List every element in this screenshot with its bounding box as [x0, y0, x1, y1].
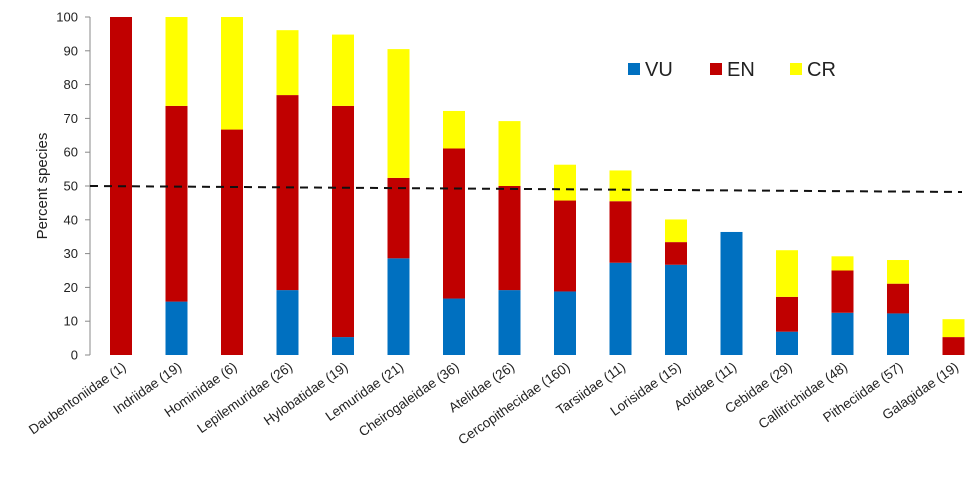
x-tick-label-cheirogaleidae-36: Cheirogaleidae (36)	[356, 359, 462, 439]
bar-segment-cr-callitrichidae-48	[831, 256, 854, 271]
y-tick-label: 10	[64, 314, 78, 329]
bar-segment-vu-atelidae-26	[498, 290, 521, 355]
bar-segment-en-hylobatidae-19	[332, 105, 354, 338]
bar-segment-en-hominidae-6	[221, 129, 243, 355]
bar-segment-vu-cheirogaleidae-36	[443, 298, 465, 355]
bar-segment-en-lepilemuridae-26	[276, 95, 299, 291]
bar-segment-vu-pitheciidae-57	[887, 313, 909, 355]
legend-swatch-en	[710, 63, 722, 75]
bar-segment-cr-hominidae-6	[221, 17, 243, 130]
y-tick-label: 30	[64, 246, 78, 261]
bar-segment-cr-galagidae-19	[942, 319, 965, 338]
bar-segment-cr-tarsiidae-11	[609, 170, 632, 202]
bar-segment-cr-cebidae-29	[776, 250, 798, 297]
bar-segment-cr-cheirogaleidae-36	[443, 110, 465, 149]
bar-segment-en-callitrichidae-48	[831, 270, 854, 313]
bar-segment-en-cebidae-29	[776, 296, 798, 332]
bar-segment-vu-cercopithecidae-160	[554, 291, 576, 355]
y-tick-label: 20	[64, 280, 78, 295]
x-tick-label-lepilemuridae-26: Lepilemuridae (26)	[194, 359, 295, 436]
y-tick-label: 60	[64, 145, 78, 160]
bar-segment-vu-indriidae-19	[165, 301, 188, 355]
y-axis-title: Percent species	[34, 133, 51, 240]
bar-segment-en-cheirogaleidae-36	[443, 148, 465, 299]
bars-group	[110, 17, 965, 355]
bar-segment-vu-cebidae-29	[776, 331, 798, 355]
bar-segment-cr-lorisidae-15	[665, 219, 687, 243]
legend-label-cr: CR	[807, 59, 836, 81]
bar-segment-cr-lemuridae-21	[387, 49, 410, 178]
y-tick-label: 80	[64, 77, 78, 92]
bar-segment-vu-lepilemuridae-26	[276, 290, 299, 355]
bar-segment-cr-lepilemuridae-26	[276, 30, 299, 96]
legend-label-en: EN	[727, 59, 755, 81]
bar-segment-en-lemuridae-21	[387, 177, 410, 259]
bar-segment-en-atelidae-26	[498, 186, 521, 291]
y-tick-label: 70	[64, 111, 78, 126]
y-tick-label: 90	[64, 43, 78, 58]
bar-segment-vu-callitrichidae-48	[831, 312, 854, 355]
bar-segment-vu-aotidae-11	[720, 231, 743, 355]
bar-segment-en-indriidae-19	[165, 105, 188, 302]
legend: VU EN CR	[628, 59, 836, 81]
axes-group: 0 10 20 30 40 50 60 70 80 90 100	[56, 10, 91, 363]
y-tick-label: 50	[64, 179, 78, 194]
bar-segment-en-lorisidae-15	[665, 242, 687, 265]
bar-segment-cr-hylobatidae-19	[332, 34, 354, 106]
bar-segment-vu-tarsiidae-11	[609, 262, 632, 355]
x-tick-label-daubentoniidae-1: Daubentoniidae (1)	[26, 359, 129, 437]
legend-swatch-cr	[790, 63, 802, 75]
bar-segment-vu-lemuridae-21	[387, 258, 410, 355]
legend-swatch-vu	[628, 63, 640, 75]
bar-segment-en-galagidae-19	[942, 337, 965, 355]
bar-segment-cr-indriidae-19	[165, 17, 188, 106]
bar-segment-en-cercopithecidae-160	[554, 200, 576, 292]
bar-segment-cr-pitheciidae-57	[887, 260, 909, 284]
y-tick-label: 0	[71, 348, 78, 363]
y-tick-label: 100	[56, 10, 78, 25]
bar-segment-en-tarsiidae-11	[609, 201, 632, 263]
bar-segment-cr-cercopithecidae-160	[554, 164, 576, 201]
bar-segment-vu-lorisidae-15	[665, 264, 687, 355]
x-tick-labels-group: Daubentoniidae (1)Indriidae (19)Hominida…	[26, 359, 961, 447]
bar-segment-cr-atelidae-26	[498, 121, 521, 186]
y-tick-label: 40	[64, 212, 78, 227]
bar-segment-vu-hylobatidae-19	[332, 337, 354, 355]
bar-segment-en-pitheciidae-57	[887, 283, 909, 314]
threshold-50-dashed-line	[89, 185, 963, 193]
legend-label-vu: VU	[645, 59, 673, 81]
reference-line-group	[89, 185, 963, 193]
